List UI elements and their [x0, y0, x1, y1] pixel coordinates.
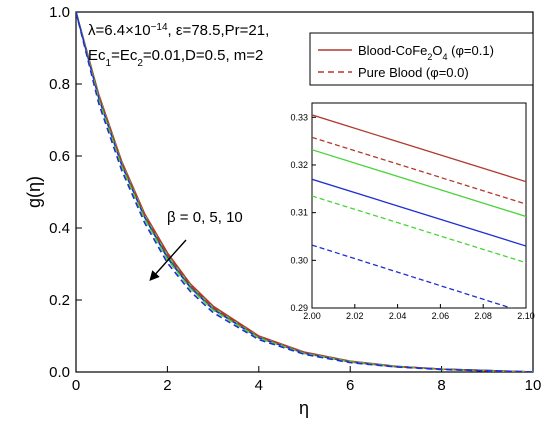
inset-x-tick-label: 2.00	[303, 311, 321, 321]
inset-y-tick-label: 0.33	[290, 112, 308, 122]
inset-x-tick-label: 2.06	[432, 311, 450, 321]
params-annotation-line1: λ=6.4×10−14, ε=78.5,Pr=21,	[88, 22, 269, 40]
legend: Blood-CoFe2O4 (φ=0.1) Pure Blood (φ=0.0)	[309, 32, 534, 86]
main-y-tick-label: 0.4	[49, 220, 70, 237]
main-series-group	[76, 12, 533, 372]
main-y-tick-label: 0.0	[49, 364, 70, 381]
inset-series-line	[312, 149, 526, 218]
beta-annotation: β = 0, 5, 10	[167, 209, 243, 226]
main-x-tick-label: 4	[255, 377, 263, 394]
legend-label-dashed: Pure Blood (φ=0.0)	[358, 65, 469, 80]
main-x-tick-label: 8	[437, 377, 445, 394]
main-axis-ticks: 0 2 4 6 8 10 0.0 0.2 0.4 0.6 0.8 1.0	[49, 4, 541, 394]
inset-series-line	[312, 136, 526, 205]
params-annotation-line2: Ec1=Ec2=0.01,D=0.5, m=2	[88, 47, 263, 69]
inset-y-tick-label: 0.29	[290, 303, 308, 313]
main-x-tick-label: 0	[72, 377, 80, 394]
legend-box	[309, 32, 534, 86]
inset-series-line	[312, 195, 526, 264]
main-x-tick-label: 6	[346, 377, 354, 394]
main-y-tick-label: 0.6	[49, 148, 70, 165]
main-y-tick-label: 0.8	[49, 76, 70, 93]
main-x-tick-label: 10	[525, 377, 542, 394]
main-y-tick-label: 1.0	[49, 4, 70, 21]
inset-axis-ticks: 2.00 2.02 2.04 2.06 2.08 2.10 0.29 0.30 0.31 0.32…	[290, 112, 534, 321]
y-axis-label: g(η)	[24, 176, 44, 208]
main-series-line	[76, 12, 533, 372]
inset-x-tick-label: 2.04	[389, 311, 407, 321]
inset-series-line	[312, 114, 526, 183]
main-x-tick-label: 2	[163, 377, 171, 394]
inset-y-tick-label: 0.31	[290, 208, 308, 218]
inset-y-tick-label: 0.32	[290, 160, 308, 170]
main-series-line	[76, 12, 533, 372]
inset-y-tick-label: 0.30	[290, 255, 308, 265]
legend-label-solid: Blood-CoFe2O4 (φ=0.1)	[358, 43, 494, 62]
beta-arrow	[149, 239, 187, 281]
inset-x-tick-label: 2.10	[517, 311, 535, 321]
inset-series-line	[312, 178, 526, 247]
main-y-tick-label: 0.2	[49, 292, 70, 309]
inset-x-tick-label: 2.02	[346, 311, 364, 321]
x-axis-label: η	[299, 398, 309, 418]
inset-x-tick-label: 2.08	[474, 311, 492, 321]
inset-series-group	[312, 114, 526, 308]
inset-series-line	[312, 244, 514, 308]
